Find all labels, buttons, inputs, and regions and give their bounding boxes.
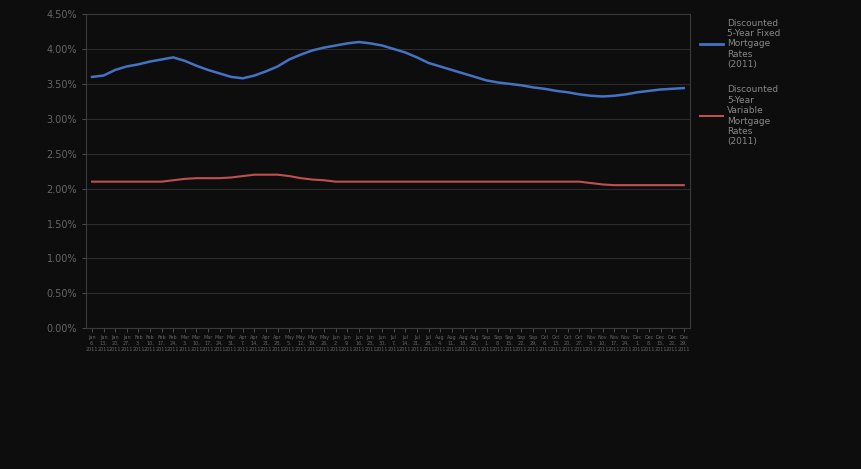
Legend: Discounted
5-Year Fixed
Mortgage
Rates
(2011), Discounted
5-Year
Variable
Mortga: Discounted 5-Year Fixed Mortgage Rates (… [699,19,780,146]
